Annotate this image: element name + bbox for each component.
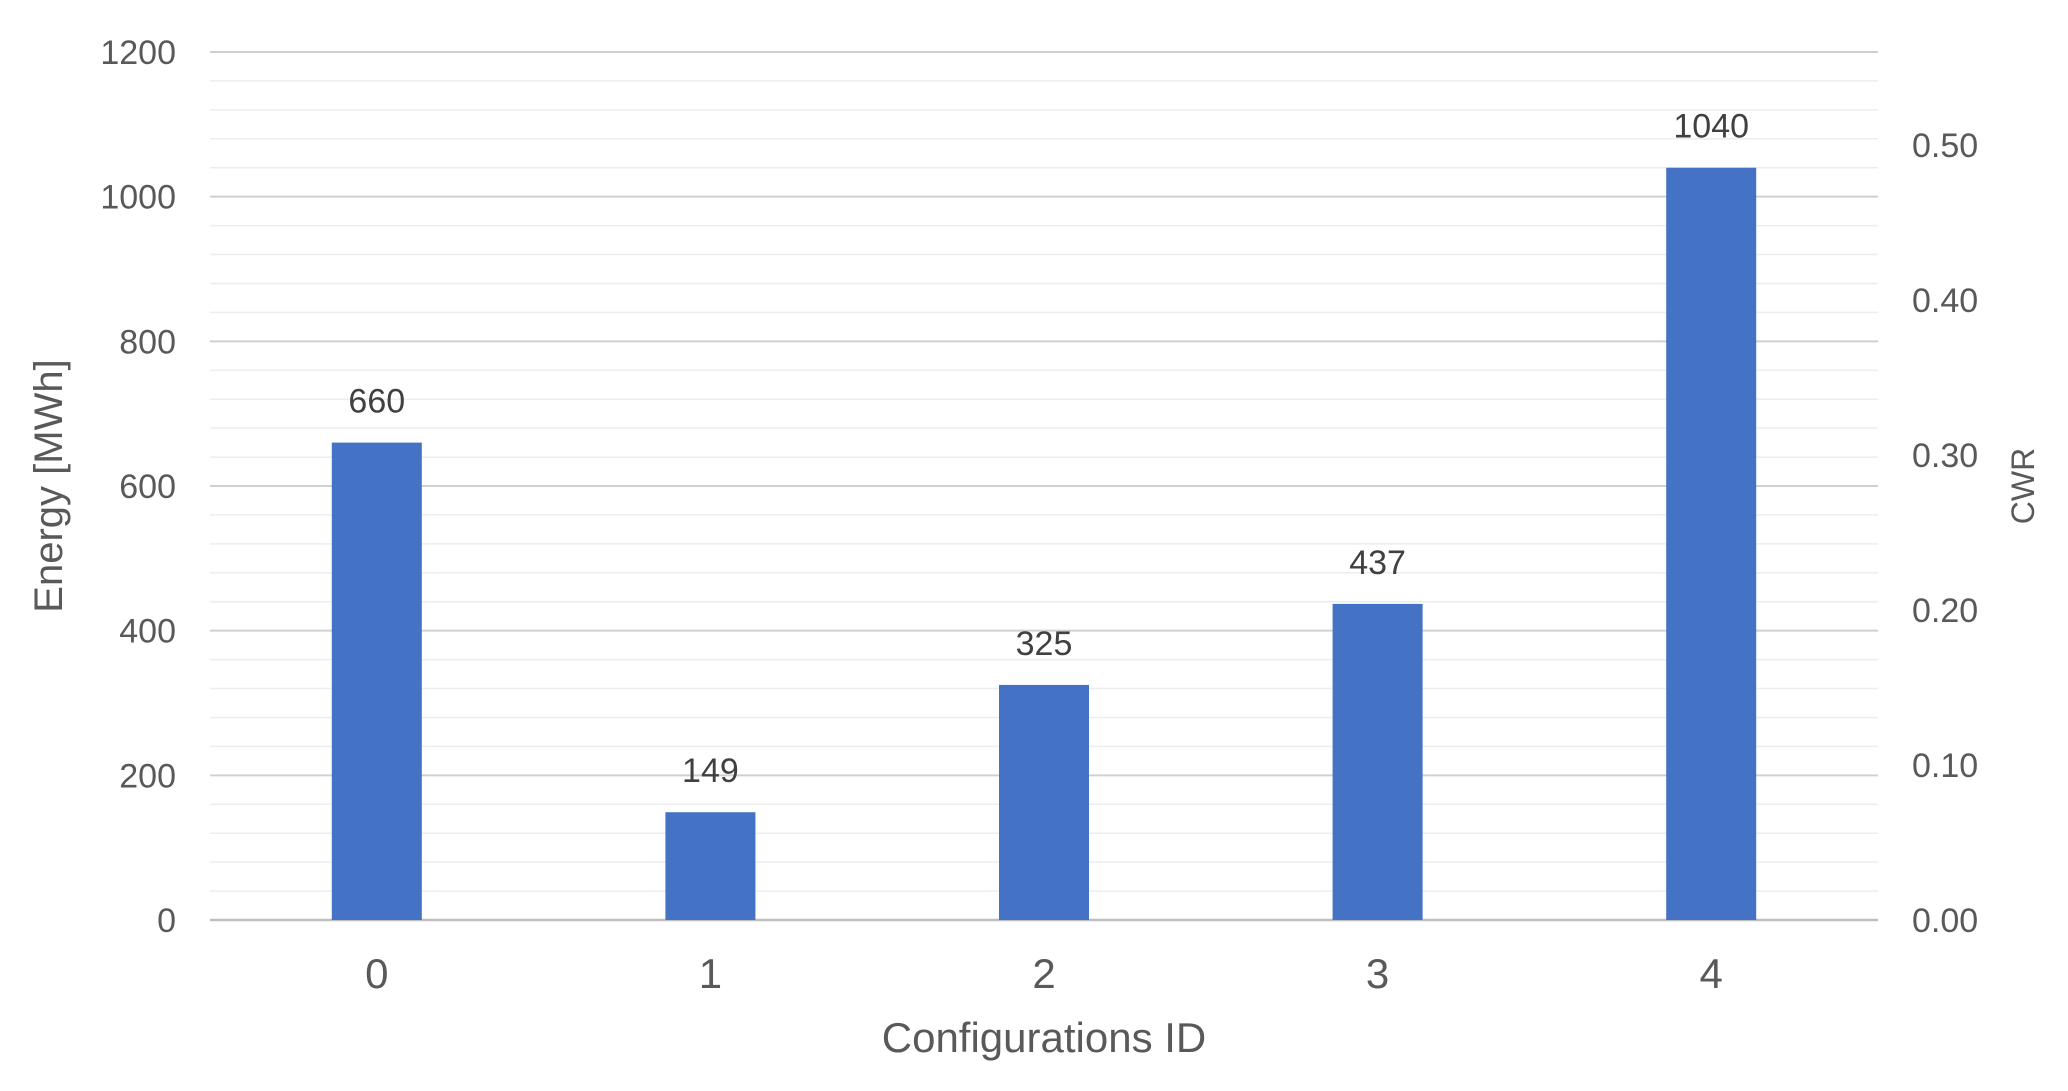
bar-4 [1666, 167, 1757, 920]
x-tick-label-1: 1 [699, 950, 722, 997]
y2-tick-label: 0.30 [1912, 437, 1978, 475]
y-axis-right: 0.00 0.10 0.20 0.30 0.40 0.50 [1912, 127, 1978, 940]
x-axis-title: Configurations ID [882, 1014, 1207, 1061]
y-tick-label: 0 [157, 902, 176, 940]
bar-2 [999, 684, 1089, 920]
y-tick-label: 600 [119, 468, 176, 506]
bars [331, 167, 1757, 920]
x-tick-label-0: 0 [365, 950, 388, 997]
y-tick-label: 800 [119, 323, 176, 361]
y-tick-label: 1200 [100, 34, 176, 72]
x-tick-label-3: 3 [1366, 950, 1389, 997]
y2-tick-label: 0.50 [1912, 127, 1978, 165]
x-tick-label-4: 4 [1700, 950, 1723, 997]
y2-axis-title: CWR [2005, 448, 2041, 524]
y2-tick-label: 0.00 [1912, 902, 1978, 940]
x-axis: 0 1 2 3 4 [365, 950, 1723, 997]
y-tick-label: 1000 [100, 179, 176, 217]
y-tick-label: 400 [119, 613, 176, 651]
bar-3 [1332, 603, 1423, 920]
y-axis-left: 0 200 400 600 800 1000 1200 [100, 34, 176, 940]
bar-1 [665, 812, 756, 920]
y2-tick-label: 0.40 [1912, 282, 1978, 320]
data-labels: 660 149 325 437 1040 [348, 108, 1749, 790]
data-label-1: 149 [682, 752, 739, 790]
y-tick-label: 200 [119, 757, 176, 795]
y2-tick-label: 0.20 [1912, 592, 1978, 630]
y2-tick-label: 0.10 [1912, 747, 1978, 785]
bar-0 [331, 442, 422, 920]
gridlines [210, 51, 1878, 922]
data-label-3: 437 [1349, 544, 1406, 582]
data-label-2: 325 [1016, 625, 1073, 663]
data-label-4: 1040 [1673, 108, 1749, 146]
x-tick-label-2: 2 [1032, 950, 1055, 997]
data-label-0: 660 [348, 383, 405, 421]
y-axis-title: Energy [MWh] [27, 359, 71, 612]
